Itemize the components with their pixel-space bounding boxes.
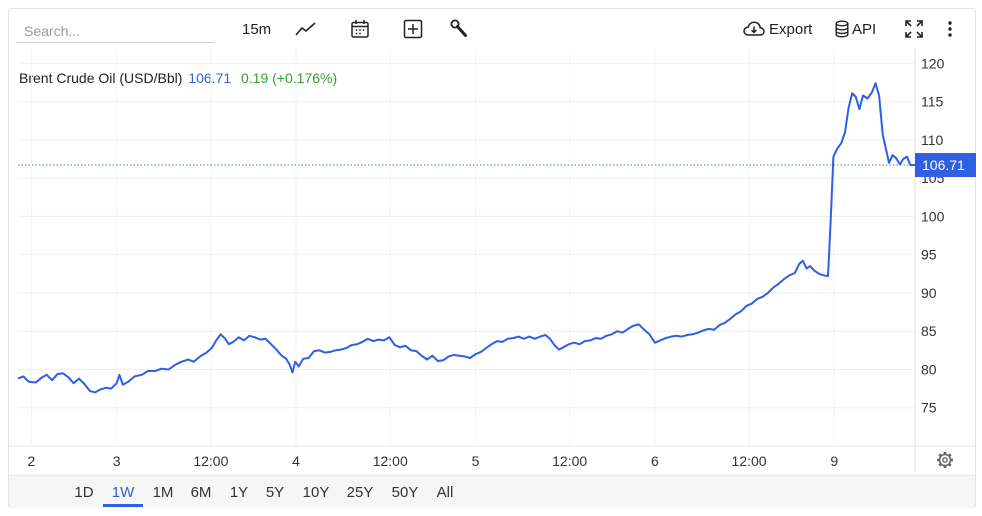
y-tick-label: 90 xyxy=(921,285,937,301)
y-tick-label: 115 xyxy=(921,94,944,110)
y-tick-label: 80 xyxy=(921,361,937,377)
calendar-icon xyxy=(351,20,369,38)
range-button-1y[interactable]: 1Y xyxy=(229,484,249,501)
range-button-10y[interactable]: 10Y xyxy=(302,484,330,501)
add-indicator-button[interactable] xyxy=(403,16,423,42)
range-button-all[interactable]: All xyxy=(436,484,454,501)
settings-gear-icon[interactable] xyxy=(937,452,953,468)
x-tick-label: 12:00 xyxy=(732,453,767,469)
interval-label: 15m xyxy=(242,20,272,38)
y-tick-label: 75 xyxy=(921,400,937,416)
api-label: API xyxy=(852,20,877,38)
x-tick-label: 9 xyxy=(830,453,838,469)
price-series-line xyxy=(17,82,916,394)
date-range-button[interactable] xyxy=(350,16,370,42)
x-tick-label: 4 xyxy=(292,453,300,469)
more-menu-button[interactable] xyxy=(944,16,956,42)
range-button-25y[interactable]: 25Y xyxy=(346,484,374,501)
price-change: 0.19 (+0.176%) xyxy=(241,70,338,86)
y-tick-label: 110 xyxy=(921,132,944,148)
tools-button[interactable] xyxy=(450,16,468,42)
range-button-1w[interactable]: 1W xyxy=(111,484,135,501)
y-tick-label: 120 xyxy=(921,55,945,71)
range-button-50y[interactable]: 50Y xyxy=(391,484,419,501)
range-button-1m[interactable]: 1M xyxy=(152,484,174,501)
range-selector-bar xyxy=(9,475,975,508)
search-input[interactable] xyxy=(16,19,214,43)
kebab-menu-icon xyxy=(948,21,952,37)
cloud-download-icon xyxy=(743,21,765,36)
export-button[interactable]: Export xyxy=(743,16,812,42)
active-range-indicator xyxy=(103,504,143,507)
api-button[interactable]: API xyxy=(835,16,876,42)
export-label: Export xyxy=(769,20,813,38)
x-tick-label: 12:00 xyxy=(373,453,408,469)
chart-widget xyxy=(8,8,976,508)
wrench-icon xyxy=(450,19,467,37)
instrument-name: Brent Crude Oil (USD/Bbl) xyxy=(19,70,183,86)
x-tick-label: 12:00 xyxy=(193,453,228,469)
current-price: 106.71 xyxy=(188,70,232,86)
y-tick-label: 95 xyxy=(921,247,937,263)
fullscreen-icon xyxy=(905,20,923,38)
x-tick-label: 6 xyxy=(651,453,659,469)
fullscreen-button[interactable] xyxy=(904,16,924,42)
database-icon xyxy=(835,20,849,38)
last-price-tag-label: 106.71 xyxy=(922,157,965,173)
y-tick-label: 100 xyxy=(921,208,945,224)
interval-selector[interactable]: 15m xyxy=(242,16,271,42)
last-price-tag xyxy=(915,153,976,178)
plus-box-icon xyxy=(403,19,423,39)
range-button-1d[interactable]: 1D xyxy=(74,484,94,501)
chart-legend: Brent Crude Oil (USD/Bbl) 106.71 0.19 (+… xyxy=(19,70,337,86)
x-tick-label: 12:00 xyxy=(552,453,587,469)
range-button-6m[interactable]: 6M xyxy=(190,484,212,501)
x-tick-label: 3 xyxy=(113,453,121,469)
x-tick-label: 2 xyxy=(28,453,36,469)
range-button-5y[interactable]: 5Y xyxy=(265,484,285,501)
y-tick-label: 85 xyxy=(921,323,937,339)
chart-type-button[interactable] xyxy=(295,16,317,42)
line-chart-icon xyxy=(295,22,316,36)
x-tick-label: 5 xyxy=(472,453,480,469)
